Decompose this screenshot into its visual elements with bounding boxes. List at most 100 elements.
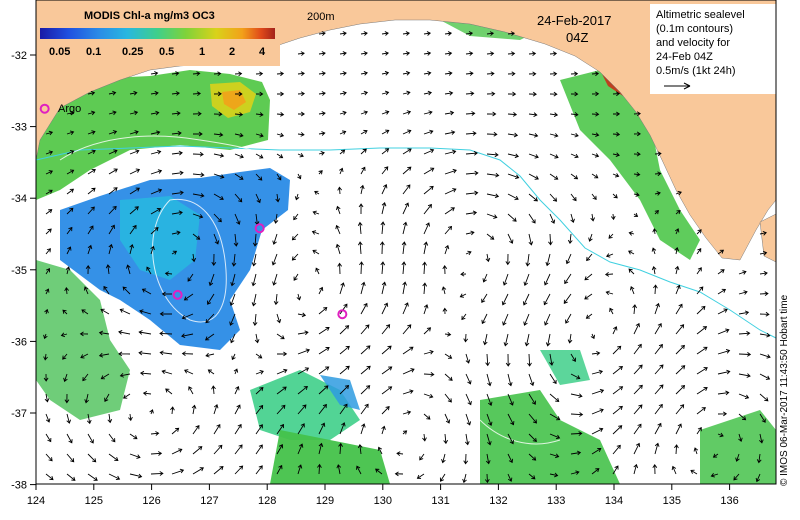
velocity-arrow (402, 430, 408, 435)
velocity-arrow (129, 168, 141, 175)
velocity-arrow (381, 148, 390, 155)
x-tick-label: 132 (489, 495, 507, 507)
velocity-arrow (192, 172, 205, 178)
velocity-arrow (507, 213, 517, 222)
velocity-arrow (207, 369, 215, 375)
velocity-arrow (233, 368, 239, 375)
velocity-arrow (465, 71, 474, 76)
velocity-arrow (213, 465, 224, 475)
velocity-arrow (213, 132, 224, 138)
x-tick-label: 133 (547, 495, 565, 507)
velocity-arrow (339, 31, 347, 36)
velocity-arrow (213, 233, 220, 245)
velocity-arrow (171, 468, 185, 475)
velocity-arrow (231, 253, 237, 267)
velocity-arrow (717, 249, 725, 255)
x-tick-label: 125 (85, 495, 103, 507)
velocity-arrow (549, 51, 558, 57)
velocity-arrow (87, 90, 96, 96)
velocity-arrow (161, 369, 173, 375)
velocity-arrow (293, 213, 299, 221)
velocity-arrow (381, 129, 390, 135)
velocity-arrow (612, 131, 621, 137)
velocity-arrow (444, 149, 457, 155)
velocity-arrow (507, 51, 516, 57)
velocity-arrow (738, 393, 750, 399)
velocity-arrow (66, 130, 75, 135)
velocity-arrow (444, 413, 451, 424)
velocity-arrow (297, 423, 305, 435)
velocity-arrow (360, 345, 371, 355)
velocity-arrow (272, 233, 278, 245)
velocity-arrow (255, 465, 263, 475)
velocity-arrow (443, 433, 449, 445)
velocity-arrow (460, 271, 467, 277)
x-tick-label: 131 (431, 495, 449, 507)
velocity-arrow (79, 331, 89, 337)
velocity-arrow (396, 451, 404, 457)
velocity-arrow (402, 368, 415, 375)
velocity-arrow (402, 324, 412, 335)
velocity-arrow (318, 170, 323, 175)
velocity-arrow (549, 353, 554, 366)
chl-patch-south-6 (700, 410, 776, 484)
velocity-arrow (375, 468, 383, 475)
velocity-arrow (738, 270, 747, 275)
velocity-arrow (591, 408, 604, 415)
velocity-arrow (565, 253, 572, 265)
velocity-arrow (422, 282, 428, 295)
velocity-arrow (402, 51, 411, 56)
x-tick-label: 128 (258, 495, 276, 507)
info-box-background (650, 4, 776, 94)
velocity-arrow (171, 111, 181, 116)
velocity-arrow (359, 184, 365, 195)
velocity-arrow (444, 393, 452, 403)
velocity-arrow (318, 385, 329, 395)
velocity-arrow (337, 262, 343, 275)
chl-patch-shelf (36, 70, 270, 200)
velocity-arrow (696, 426, 702, 435)
velocity-arrow (339, 110, 347, 116)
velocity-arrow (759, 353, 771, 359)
velocity-arrow (461, 313, 467, 321)
velocity-arrow (444, 373, 453, 381)
velocity-arrow (339, 384, 350, 395)
velocity-arrow (633, 212, 639, 217)
velocity-arrow (234, 173, 244, 180)
x-tick-label: 135 (663, 495, 681, 507)
velocity-arrow (423, 31, 432, 36)
velocity-arrow (317, 463, 322, 475)
velocity-arrow (66, 433, 73, 444)
velocity-arrow (674, 444, 679, 455)
velocity-arrow (360, 365, 371, 375)
velocity-arrow (357, 443, 363, 455)
velocity-arrow (255, 353, 263, 359)
velocity-arrow (717, 328, 730, 335)
velocity-arrow (632, 304, 637, 315)
velocity-arrow (276, 464, 283, 475)
velocity-arrow (570, 193, 577, 202)
velocity-arrow (565, 313, 572, 324)
chl-patch-cyan (120, 196, 200, 280)
velocity-arrow (255, 71, 264, 77)
velocity-arrow (465, 373, 472, 385)
velocity-arrow (486, 111, 497, 117)
velocity-arrow (129, 243, 134, 255)
velocity-arrow (251, 273, 257, 287)
velocity-arrow (633, 192, 640, 197)
velocity-arrow (423, 413, 431, 420)
velocity-arrow (45, 209, 53, 215)
velocity-arrow (423, 372, 435, 377)
velocity-arrow (64, 393, 70, 404)
velocity-arrow (297, 464, 303, 475)
velocity-arrow (82, 373, 89, 382)
velocity-arrow (297, 404, 307, 415)
velocity-arrow (717, 390, 730, 396)
velocity-arrow (380, 221, 386, 235)
velocity-arrow (608, 233, 614, 239)
velocity-arrow (501, 293, 509, 306)
velocity-arrow (651, 247, 657, 255)
argo-label: Argo (58, 103, 81, 115)
velocity-arrow (612, 444, 621, 455)
velocity-arrow (394, 471, 404, 477)
